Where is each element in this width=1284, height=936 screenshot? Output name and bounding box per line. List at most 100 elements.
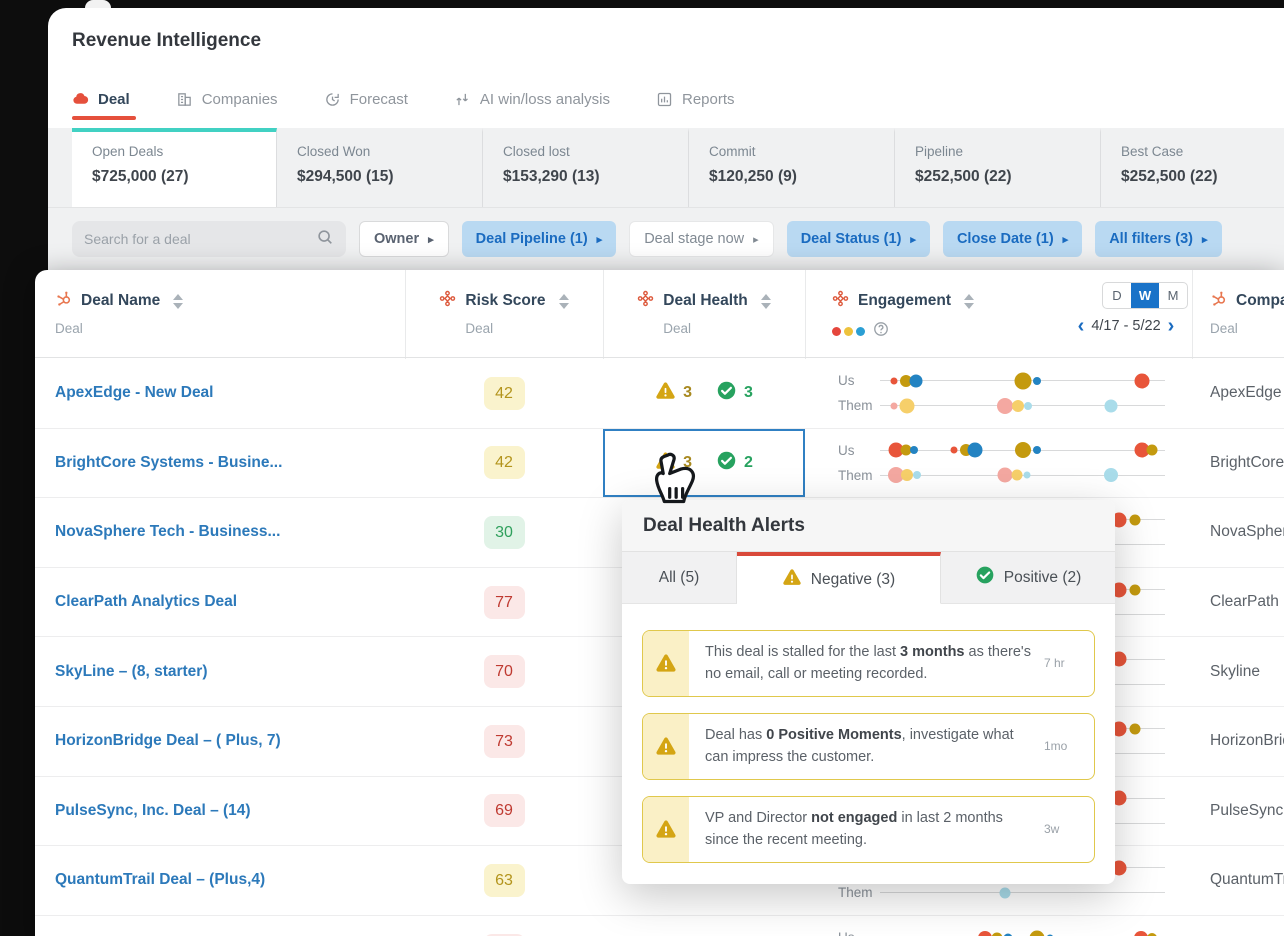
company-cell: HorizonBridge	[1192, 707, 1284, 776]
alert-text: This deal is stalled for the last 3 mont…	[705, 644, 1031, 683]
chip-label: All filters (3)	[1109, 231, 1193, 247]
sort-icon[interactable]	[558, 293, 569, 309]
header-label[interactable]: Engagement	[858, 292, 952, 309]
summary-card-closed-won[interactable]: Closed Won $294,500 (15)	[277, 128, 483, 207]
selected-cell-outline	[603, 428, 805, 498]
owner-filter-button[interactable]: Owner ▸	[359, 221, 449, 257]
deal-health-alerts-popup: Deal Health Alerts All (5) Negative (3) …	[622, 500, 1115, 884]
alert-card[interactable]: This deal is stalled for the last 3 mont…	[642, 630, 1095, 697]
summary-card-pipeline[interactable]: Pipeline $252,500 (22)	[895, 128, 1101, 207]
deal-name-cell: NovaSphere Tech - Business...	[35, 498, 405, 567]
filter-chip-deal-stage[interactable]: Deal stage now ▸	[629, 221, 774, 257]
tab-companies[interactable]: Companies	[176, 91, 278, 108]
header-label[interactable]: Company	[1236, 292, 1284, 309]
popup-tab-label: Positive (2)	[1003, 568, 1082, 586]
health-cross-icon	[439, 290, 456, 312]
tab-deal[interactable]: Deal	[72, 91, 130, 108]
deal-health-cell[interactable]	[603, 916, 805, 936]
hubspot-sprocket-icon	[1210, 290, 1227, 312]
deal-name-link[interactable]: QuantumTrail Deal – (Plus,4)	[55, 871, 266, 889]
search-input[interactable]	[84, 231, 316, 247]
deal-health-cell[interactable]: 3 3	[603, 359, 805, 428]
alert-timestamp: 1mo	[1044, 739, 1068, 754]
table-row[interactable]: BrightCore Systems - Busine... 42 3 2 Us…	[35, 428, 1284, 499]
deal-name-link[interactable]: BrightCore Systems - Busine...	[55, 453, 283, 471]
filter-chip-all-filters[interactable]: All filters (3) ▸	[1095, 221, 1222, 257]
warning-icon	[655, 450, 676, 476]
company-cell: ApexEdge	[1192, 359, 1284, 428]
tab-label: Forecast	[349, 90, 408, 108]
engagement-cell[interactable]: Us Them	[805, 916, 1192, 936]
column-header-engagement[interactable]: Engagement D W M ‹	[805, 270, 1192, 357]
engagement-cell[interactable]: Us Them	[805, 429, 1192, 498]
negative-count: 3	[683, 453, 692, 471]
deal-name-link[interactable]: ClearPath Analytics Deal	[55, 593, 238, 611]
ai-winloss-icon	[454, 91, 471, 108]
deal-name-link[interactable]: NovaSphere Tech - Business...	[55, 523, 281, 541]
summary-value: $252,500 (22)	[915, 168, 1012, 185]
sort-icon[interactable]	[173, 293, 184, 309]
tab-reports[interactable]: Reports	[656, 91, 735, 108]
engagement-cell[interactable]: Us Them	[805, 359, 1192, 428]
positive-count: 2	[744, 453, 753, 471]
alert-card[interactable]: Deal has 0 Positive Moments, investigate…	[642, 712, 1095, 780]
summary-card-open-deals[interactable]: Open Deals $725,000 (27)	[72, 128, 277, 207]
warning-icon	[643, 713, 689, 779]
tab-forecast[interactable]: Forecast	[324, 91, 408, 108]
deal-name-cell: QuantumTrail Deal – (Plus,4)	[35, 846, 405, 915]
deal-name-link[interactable]: HorizonBridge Deal – ( Plus, 7)	[55, 732, 281, 750]
chevron-left-icon[interactable]: ‹	[1077, 315, 1085, 337]
summary-label: Best Case	[1121, 144, 1184, 159]
header-label[interactable]: Deal Name	[81, 292, 161, 309]
company-name: ClearPath	[1210, 593, 1279, 611]
filter-chip-deal-status[interactable]: Deal Status (1) ▸	[786, 221, 930, 257]
popup-tab-negative[interactable]: Negative (3)	[737, 552, 941, 604]
engagement-them-label: Them	[838, 885, 873, 901]
company-name: HorizonBridge	[1210, 732, 1284, 750]
help-icon[interactable]	[868, 321, 889, 342]
deal-name-link[interactable]: PulseSync, Inc. Deal – (14)	[55, 801, 251, 819]
popup-tab-positive[interactable]: Positive (2)	[941, 552, 1115, 604]
alert-card[interactable]: VP and Director not engaged in last 2 mo…	[642, 795, 1095, 863]
toggle-day[interactable]: D	[1112, 288, 1122, 303]
page-title: Revenue Intelligence	[72, 30, 262, 51]
company-cell: QuantumTrail	[1192, 846, 1284, 915]
table-row[interactable]: Us Them	[35, 915, 1284, 936]
popup-tab-label: Negative (3)	[810, 570, 896, 588]
deal-name-link[interactable]: SkyLine – (8, starter)	[55, 662, 208, 680]
column-header-risk-score[interactable]: Risk Score Deal	[405, 270, 603, 357]
risk-score-cell	[405, 916, 603, 936]
tab-ai-winloss[interactable]: AI win/loss analysis	[454, 91, 610, 108]
filter-chip-deal-pipeline[interactable]: Deal Pipeline (1) ▸	[461, 221, 617, 257]
sort-icon[interactable]	[964, 293, 975, 309]
deal-name-cell: SkyLine – (8, starter)	[35, 637, 405, 706]
header-label[interactable]: Deal Health	[663, 292, 748, 309]
table-row[interactable]: ApexEdge - New Deal 42 3 3 Us Them ApexE…	[35, 359, 1284, 429]
sort-icon[interactable]	[760, 293, 771, 309]
toggle-week[interactable]: W	[1131, 283, 1159, 308]
check-icon	[716, 380, 737, 406]
summary-card-best-case[interactable]: Best Case $252,500 (22)	[1101, 128, 1284, 207]
deal-health-cell-selected[interactable]: 3 2	[603, 428, 805, 498]
header-label[interactable]: Risk Score	[465, 292, 546, 309]
engagement-us-track	[880, 369, 1165, 392]
summary-label: Commit	[709, 144, 756, 159]
popup-tab-all[interactable]: All (5)	[622, 552, 737, 604]
summary-card-closed-lost[interactable]: Closed lost $153,290 (13)	[483, 128, 689, 207]
tab-label: Reports	[681, 90, 735, 108]
risk-score-badge	[483, 933, 525, 936]
toggle-month[interactable]: M	[1167, 288, 1179, 303]
summary-value: $252,500 (22)	[1121, 168, 1218, 185]
chevron-right-icon[interactable]: ›	[1167, 315, 1175, 337]
column-header-deal-health[interactable]: Deal Health Deal	[603, 270, 805, 357]
risk-score-cell: 42	[405, 429, 603, 498]
risk-score-badge: 69	[483, 794, 525, 828]
popup-tabs: All (5) Negative (3) Positive (2)	[622, 552, 1115, 604]
deal-name-link[interactable]: ApexEdge - New Deal	[55, 384, 214, 402]
summary-card-commit[interactable]: Commit $120,250 (9)	[689, 128, 895, 207]
filter-chip-close-date[interactable]: Close Date (1) ▸	[942, 221, 1083, 257]
column-header-deal-name[interactable]: Deal Name Deal	[35, 270, 405, 357]
caret-right-icon: ▸	[1201, 233, 1208, 246]
popup-tab-label: All (5)	[658, 568, 700, 586]
column-header-company[interactable]: Company Deal	[1192, 270, 1284, 357]
